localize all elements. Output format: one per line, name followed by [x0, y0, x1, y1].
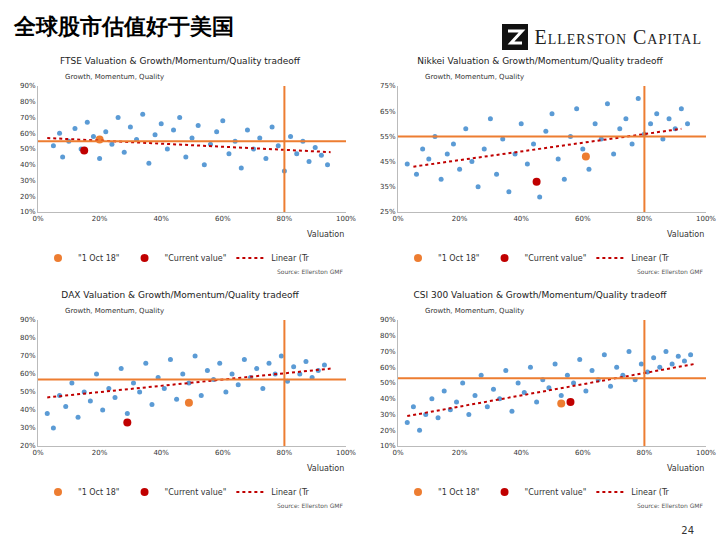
svg-text:80%: 80%	[20, 98, 36, 106]
svg-text:60%: 60%	[575, 215, 591, 223]
svg-text:80%: 80%	[277, 449, 293, 457]
svg-text:Source: Ellerston GMF: Source: Ellerston GMF	[637, 268, 704, 275]
svg-text:100%: 100%	[336, 449, 356, 457]
svg-text:35%: 35%	[380, 183, 396, 191]
svg-text:40%: 40%	[380, 395, 396, 403]
svg-text:0%: 0%	[32, 215, 43, 223]
svg-text:30%: 30%	[380, 411, 396, 419]
svg-text:70%: 70%	[380, 348, 396, 356]
svg-text:40%: 40%	[513, 215, 529, 223]
svg-text:Linear (Tr: Linear (Tr	[631, 254, 669, 263]
svg-text:60%: 60%	[380, 364, 396, 372]
svg-text:40%: 40%	[153, 215, 169, 223]
svg-text:40%: 40%	[153, 449, 169, 457]
svg-text:Linear (Tr: Linear (Tr	[271, 488, 309, 497]
svg-text:Nikkei Valuation & Growth/Mome: Nikkei Valuation & Growth/Momentum/Quali…	[417, 56, 663, 66]
svg-text:80%: 80%	[20, 334, 36, 342]
svg-text:Source: Ellerston GMF: Source: Ellerston GMF	[637, 502, 704, 509]
svg-text:Linear (Tr: Linear (Tr	[631, 488, 669, 497]
html-text:Ellerston Capital: Ellerston Capital	[534, 25, 702, 48]
svg-text:40%: 40%	[20, 406, 36, 414]
svg-text:"Current value": "Current value"	[525, 254, 587, 263]
svg-text:20%: 20%	[20, 193, 36, 201]
svg-text:45%: 45%	[380, 158, 396, 166]
svg-text:100%: 100%	[696, 215, 716, 223]
svg-text:50%: 50%	[380, 379, 396, 387]
svg-text:0%: 0%	[392, 449, 403, 457]
svg-text:10%: 10%	[20, 208, 36, 216]
svg-text:"Current value": "Current value"	[525, 488, 587, 497]
svg-text:65%: 65%	[380, 108, 396, 116]
svg-text:90%: 90%	[20, 316, 36, 324]
svg-text:20%: 20%	[20, 442, 36, 450]
svg-text:Source: Ellerston GMF: Source: Ellerston GMF	[277, 268, 344, 275]
svg-text:90%: 90%	[20, 82, 36, 90]
svg-text:Valuation: Valuation	[667, 230, 704, 239]
svg-text:60%: 60%	[215, 449, 231, 457]
svg-text:30%: 30%	[20, 177, 36, 185]
svg-text:80%: 80%	[380, 332, 396, 340]
svg-text:30%: 30%	[20, 424, 36, 432]
svg-text:"1 Oct 18": "1 Oct 18"	[438, 254, 480, 263]
svg-text:Valuation: Valuation	[307, 464, 344, 473]
svg-text:80%: 80%	[637, 449, 653, 457]
svg-text:Linear (Tr: Linear (Tr	[271, 254, 309, 263]
svg-text:50%: 50%	[20, 145, 36, 153]
svg-text:"1 Oct 18": "1 Oct 18"	[438, 488, 480, 497]
svg-text:50%: 50%	[20, 388, 36, 396]
svg-text:CSI 300 Valuation & Growth/Mom: CSI 300 Valuation & Growth/Momentum/Qual…	[414, 290, 668, 300]
svg-text:40%: 40%	[20, 161, 36, 169]
svg-text:Growth, Momentum, Quality: Growth, Momentum, Quality	[65, 307, 164, 315]
svg-text:60%: 60%	[575, 449, 591, 457]
svg-text:100%: 100%	[696, 449, 716, 457]
svg-text:70%: 70%	[20, 114, 36, 122]
svg-text:40%: 40%	[513, 449, 529, 457]
svg-text:20%: 20%	[92, 449, 108, 457]
svg-text:100%: 100%	[336, 215, 356, 223]
svg-text:Growth, Momentum, Quality: Growth, Momentum, Quality	[65, 73, 164, 81]
svg-text:20%: 20%	[452, 215, 468, 223]
svg-text:25%: 25%	[380, 208, 396, 216]
svg-text:60%: 60%	[215, 215, 231, 223]
svg-text:80%: 80%	[637, 215, 653, 223]
svg-text:"Current value": "Current value"	[165, 254, 227, 263]
svg-text:"1 Oct 18": "1 Oct 18"	[78, 488, 120, 497]
svg-text:75%: 75%	[380, 82, 396, 90]
svg-text:70%: 70%	[20, 352, 36, 360]
svg-text:FTSE Valuation & Growth/Moment: FTSE Valuation & Growth/Momentum/Quality…	[60, 56, 301, 66]
svg-text:Growth, Momentum, Quality: Growth, Momentum, Quality	[425, 307, 524, 315]
svg-text:0%: 0%	[392, 215, 403, 223]
svg-text:Growth, Momentum, Quality: Growth, Momentum, Quality	[425, 73, 524, 81]
svg-text:20%: 20%	[452, 449, 468, 457]
svg-text:0%: 0%	[32, 449, 43, 457]
svg-text:20%: 20%	[380, 427, 396, 435]
svg-text:Valuation: Valuation	[307, 230, 344, 239]
svg-text:Source: Ellerston GMF: Source: Ellerston GMF	[277, 502, 344, 509]
svg-text:Valuation: Valuation	[667, 464, 704, 473]
svg-text:10%: 10%	[380, 442, 396, 450]
svg-text:80%: 80%	[277, 215, 293, 223]
svg-text:"1 Oct 18": "1 Oct 18"	[78, 254, 120, 263]
svg-text:60%: 60%	[20, 130, 36, 138]
svg-text:60%: 60%	[20, 370, 36, 378]
svg-text:90%: 90%	[380, 316, 396, 324]
svg-text:55%: 55%	[380, 133, 396, 141]
html-text:全球股市估值好于美国: 全球股市估值好于美国	[14, 14, 234, 39]
svg-text:"Current value": "Current value"	[165, 488, 227, 497]
html-text:24: 24	[681, 525, 694, 536]
svg-text:20%: 20%	[92, 215, 108, 223]
svg-text:DAX Valuation & Growth/Momentu: DAX Valuation & Growth/Momentum/Quality …	[61, 290, 299, 300]
